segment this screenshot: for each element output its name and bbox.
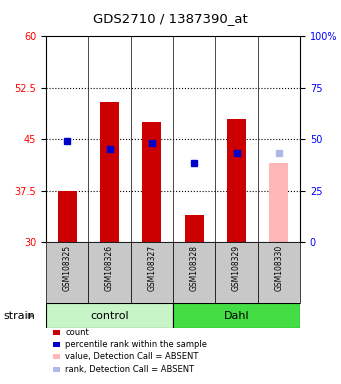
Bar [227,119,246,242]
Text: value, Detection Call = ABSENT: value, Detection Call = ABSENT [65,352,199,361]
Bar [185,215,204,242]
Text: control: control [90,311,129,321]
Text: count: count [65,328,89,337]
Bar [142,122,161,242]
Text: percentile rank within the sample: percentile rank within the sample [65,340,207,349]
Bar [46,242,88,303]
Bar [100,101,119,242]
Text: GDS2710 / 1387390_at: GDS2710 / 1387390_at [93,12,248,25]
Bar [258,242,300,303]
Text: strain: strain [3,311,35,321]
Bar [58,190,77,242]
Text: rank, Detection Call = ABSENT: rank, Detection Call = ABSENT [65,364,195,374]
Text: GSM108326: GSM108326 [105,245,114,291]
Text: GSM108329: GSM108329 [232,245,241,291]
Bar [46,303,173,328]
Bar [269,163,288,242]
Bar [88,242,131,303]
Bar [131,242,173,303]
Bar [173,303,300,328]
Bar [216,242,258,303]
Text: GSM108325: GSM108325 [63,245,72,291]
Bar [173,242,216,303]
Text: GSM108330: GSM108330 [275,245,283,291]
Text: GSM108327: GSM108327 [147,245,157,291]
Text: Dahl: Dahl [224,311,249,321]
Text: GSM108328: GSM108328 [190,245,199,291]
